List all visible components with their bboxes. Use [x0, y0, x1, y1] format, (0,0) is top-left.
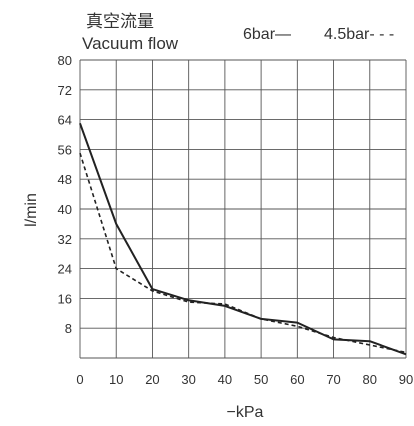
- y-tick-label: 16: [58, 291, 72, 306]
- x-tick-label: 40: [218, 372, 232, 387]
- y-tick-label: 56: [58, 142, 72, 157]
- x-tick-label: 70: [326, 372, 340, 387]
- y-tick-label: 24: [58, 262, 72, 277]
- grid: [79, 59, 407, 359]
- x-axis-ticks: 0 10 20 30 40 50 60 70 80 90: [76, 372, 413, 387]
- series-line-4-5bar: [79, 152, 407, 354]
- y-tick-label: 40: [58, 202, 72, 217]
- y-tick-label: 72: [58, 83, 72, 98]
- series-lines: [79, 122, 407, 356]
- x-tick-label: 10: [109, 372, 123, 387]
- x-tick-label: 80: [363, 372, 377, 387]
- y-tick-label: 8: [65, 321, 72, 336]
- y-axis-ticks: 8 16 24 32 40 48 56 64 72 80: [58, 53, 72, 336]
- legend: 6bar— 4.5bar- - -: [243, 26, 394, 43]
- legend-label-6bar: 6bar—: [243, 26, 291, 43]
- y-axis-label: l/min: [23, 193, 40, 227]
- x-tick-label: 30: [181, 372, 195, 387]
- y-tick-label: 32: [58, 232, 72, 247]
- x-tick-label: 90: [399, 372, 413, 387]
- y-tick-label: 48: [58, 172, 72, 187]
- x-tick-label: 20: [145, 372, 159, 387]
- y-tick-label: 80: [58, 53, 72, 68]
- x-tick-label: 60: [290, 372, 304, 387]
- legend-label-4-5bar: 4.5bar- - -: [324, 26, 394, 43]
- x-tick-label: 50: [254, 372, 268, 387]
- chart-title-chinese: 真空流量: [86, 12, 154, 32]
- series-line-6bar: [79, 122, 407, 356]
- chart-title: Vacuum flow: [82, 34, 179, 53]
- y-tick-label: 64: [58, 113, 72, 128]
- x-tick-label: 0: [76, 372, 83, 387]
- x-axis-label: −kPa: [227, 404, 264, 421]
